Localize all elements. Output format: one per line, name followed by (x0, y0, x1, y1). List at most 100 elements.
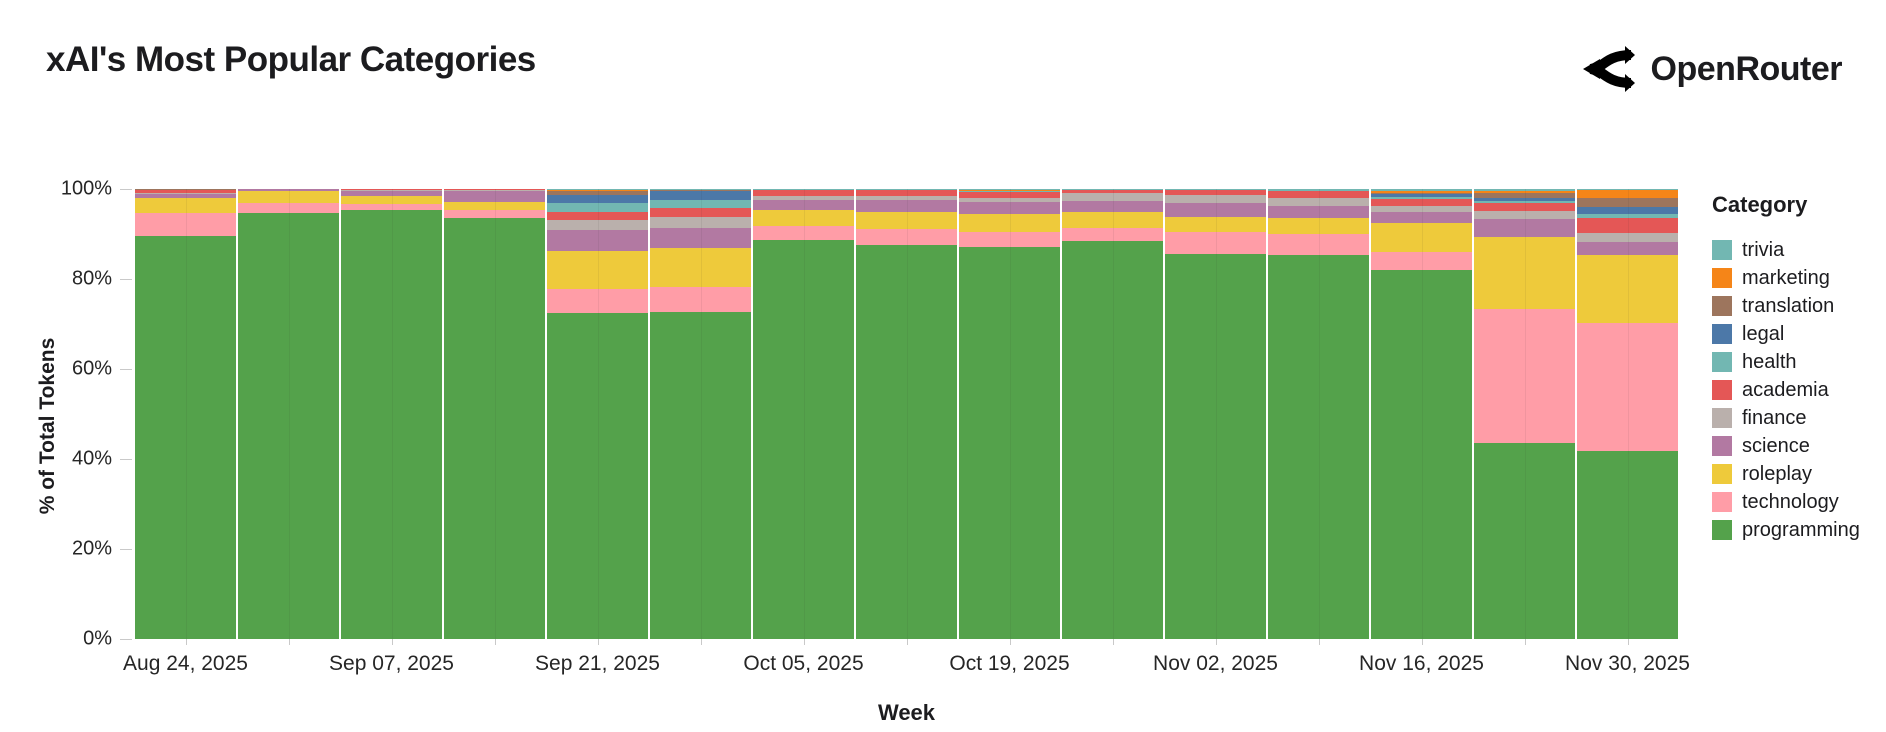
segment-academia[interactable] (1268, 191, 1369, 199)
segment-technology[interactable] (1474, 309, 1575, 443)
bar-oct-05-2025[interactable] (753, 189, 854, 639)
segment-roleplay[interactable] (1268, 217, 1369, 235)
bar-aug-24-2025[interactable] (135, 189, 236, 639)
segment-programming[interactable] (1062, 241, 1163, 639)
segment-health[interactable] (959, 190, 1060, 193)
segment-finance[interactable] (547, 219, 648, 230)
segment-trivia[interactable] (1474, 189, 1575, 191)
segment-finance[interactable] (856, 195, 957, 201)
segment-science[interactable] (959, 202, 1060, 214)
segment-science[interactable] (341, 191, 442, 196)
segment-trivia[interactable] (856, 189, 957, 190)
segment-programming[interactable] (341, 209, 442, 639)
segment-finance[interactable] (1062, 193, 1163, 202)
legend-item-marketing[interactable]: marketing (1712, 264, 1882, 292)
segment-roleplay[interactable] (135, 198, 236, 214)
segment-science[interactable] (753, 199, 854, 211)
segment-technology[interactable] (238, 202, 339, 213)
segment-programming[interactable] (650, 311, 751, 639)
segment-technology[interactable] (1371, 251, 1472, 270)
segment-roleplay[interactable] (444, 201, 545, 211)
segment-trivia[interactable] (1062, 189, 1163, 191)
segment-trivia[interactable] (1371, 189, 1472, 192)
segment-finance[interactable] (650, 217, 751, 228)
segment-technology[interactable] (1165, 231, 1266, 254)
segment-legal[interactable] (1474, 197, 1575, 202)
segment-trivia[interactable] (547, 189, 648, 191)
segment-technology[interactable] (341, 203, 442, 210)
segment-trivia[interactable] (959, 189, 1060, 191)
segment-health[interactable] (650, 199, 751, 209)
segment-programming[interactable] (1474, 442, 1575, 639)
segment-technology[interactable] (1577, 322, 1678, 451)
legend-item-academia[interactable]: academia (1712, 376, 1882, 404)
segment-health[interactable] (1577, 213, 1678, 218)
segment-finance[interactable] (959, 198, 1060, 203)
segment-marketing[interactable] (1268, 189, 1369, 191)
segment-academia[interactable] (135, 190, 236, 193)
segment-trivia[interactable] (1165, 189, 1266, 190)
segment-technology[interactable] (959, 231, 1060, 248)
segment-academia[interactable] (341, 189, 442, 191)
segment-academia[interactable] (959, 192, 1060, 199)
segment-science[interactable] (547, 229, 648, 252)
segment-science[interactable] (1577, 241, 1678, 256)
segment-science[interactable] (1371, 211, 1472, 223)
segment-legal[interactable] (547, 194, 648, 203)
segment-programming[interactable] (753, 240, 854, 639)
segment-translation[interactable] (547, 191, 648, 195)
segment-science[interactable] (650, 227, 751, 248)
segment-technology[interactable] (856, 229, 957, 245)
segment-translation[interactable] (1371, 192, 1472, 194)
legend-item-trivia[interactable]: trivia (1712, 236, 1882, 264)
segment-roleplay[interactable] (341, 195, 442, 204)
bar-aug-31-2025[interactable] (238, 189, 339, 639)
bar-nov-23-2025[interactable] (1474, 189, 1575, 639)
bar-oct-12-2025[interactable] (856, 189, 957, 639)
segment-technology[interactable] (135, 213, 236, 236)
legend-item-translation[interactable]: translation (1712, 292, 1882, 320)
legend-item-programming[interactable]: programming (1712, 516, 1882, 544)
segment-programming[interactable] (856, 244, 957, 639)
segment-technology[interactable] (1268, 234, 1369, 255)
segment-health[interactable] (547, 202, 648, 212)
segment-programming[interactable] (1577, 450, 1678, 639)
segment-roleplay[interactable] (1165, 216, 1266, 232)
segment-finance[interactable] (1577, 233, 1678, 242)
segment-technology[interactable] (547, 289, 648, 314)
segment-academia[interactable] (1474, 202, 1575, 211)
segment-roleplay[interactable] (547, 251, 648, 290)
segment-academia[interactable] (753, 190, 854, 196)
segment-finance[interactable] (1371, 206, 1472, 212)
segment-science[interactable] (1268, 206, 1369, 218)
segment-marketing[interactable] (547, 190, 648, 192)
segment-academia[interactable] (1062, 190, 1163, 194)
segment-academia[interactable] (547, 211, 648, 220)
bar-nov-16-2025[interactable] (1371, 189, 1472, 639)
segment-marketing[interactable] (1474, 190, 1575, 194)
segment-technology[interactable] (650, 286, 751, 312)
segment-science[interactable] (444, 190, 545, 202)
legend-item-roleplay[interactable]: roleplay (1712, 460, 1882, 488)
segment-legal[interactable] (1577, 207, 1678, 214)
bar-nov-30-2025[interactable] (1577, 189, 1678, 639)
segment-finance[interactable] (341, 190, 442, 192)
segment-programming[interactable] (444, 218, 545, 639)
segment-technology[interactable] (444, 210, 545, 219)
segment-trivia[interactable] (753, 189, 854, 191)
segment-science[interactable] (135, 193, 236, 199)
segment-science[interactable] (856, 200, 957, 213)
segment-translation[interactable] (1577, 197, 1678, 208)
segment-finance[interactable] (1474, 210, 1575, 220)
segment-programming[interactable] (959, 247, 1060, 639)
legend-item-health[interactable]: health (1712, 348, 1882, 376)
segment-finance[interactable] (444, 189, 545, 191)
segment-finance[interactable] (1165, 195, 1266, 204)
segment-programming[interactable] (1268, 254, 1369, 639)
segment-programming[interactable] (135, 235, 236, 639)
segment-roleplay[interactable] (856, 212, 957, 230)
segment-finance[interactable] (753, 195, 854, 200)
segment-academia[interactable] (444, 189, 545, 190)
bar-sep-21-2025[interactable] (547, 189, 648, 639)
segment-marketing[interactable] (1371, 191, 1472, 193)
